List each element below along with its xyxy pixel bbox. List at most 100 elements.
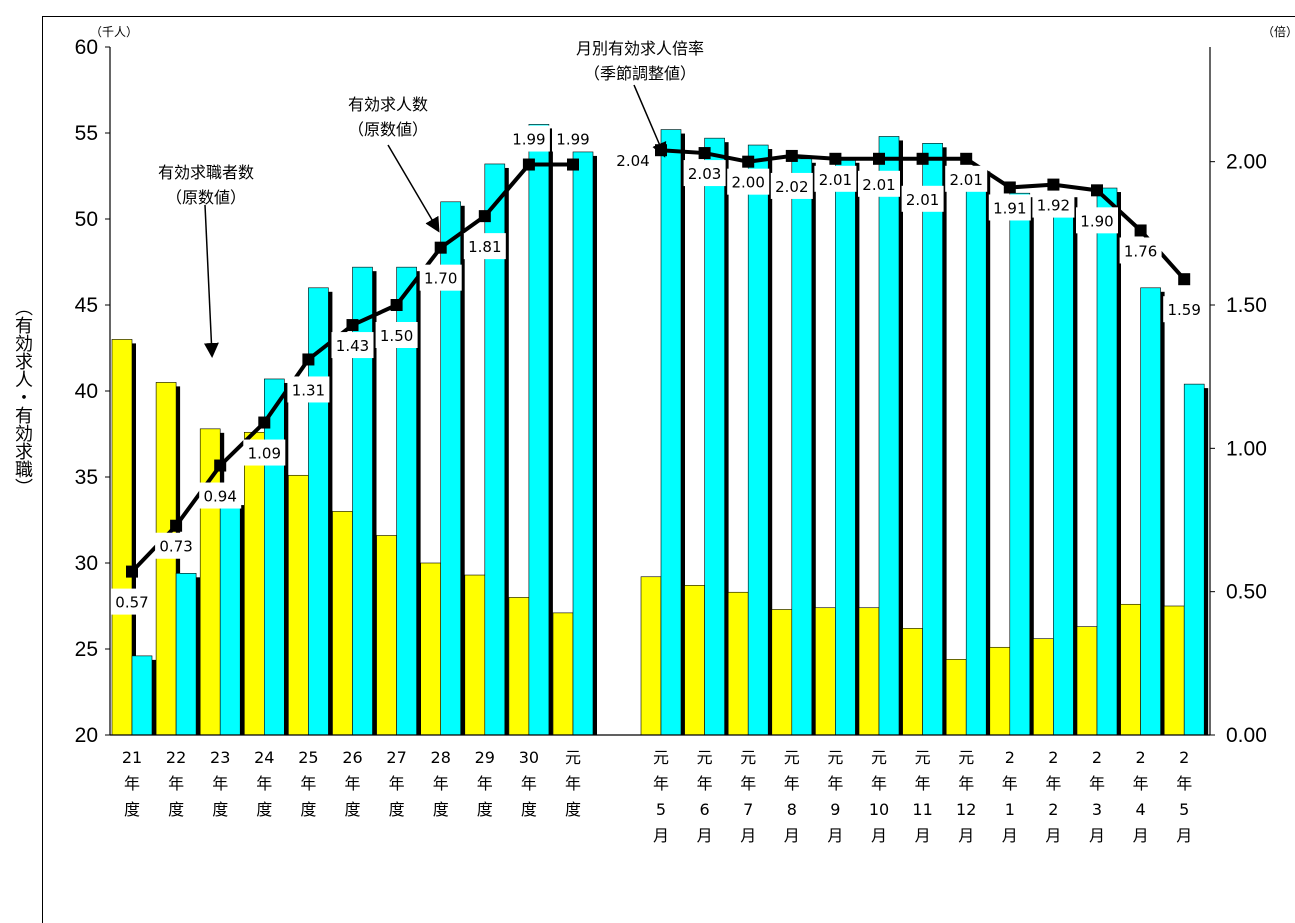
seeker-bar (858, 607, 880, 736)
ratio-label-box (1076, 207, 1118, 234)
x-tick-label: 29 (475, 748, 495, 767)
x-tick-label: 月 (871, 826, 887, 845)
x-tick-label: 月 (653, 826, 669, 845)
x-tick-label: 年 (871, 774, 887, 793)
x-tick-label: 月 (915, 826, 931, 845)
ratio-label: 1.50 (380, 327, 413, 345)
x-tick-label: 9 (830, 800, 840, 819)
ratio-label-box (111, 588, 153, 615)
x-tick-label: 11 (912, 800, 932, 819)
annotation-label: 月別有効求人倍率 (576, 39, 704, 58)
x-tick-label: 元 (784, 748, 800, 767)
y-tick-label: 20 (75, 724, 98, 747)
x-tick-label: 度 (433, 800, 449, 819)
x-tick-label: 23 (210, 748, 230, 767)
y2-tick-label: 0.50 (1226, 581, 1267, 604)
ratio-label-box (988, 194, 1031, 221)
y-tick-label: 50 (75, 208, 98, 231)
y2-tick-label: 0.00 (1226, 724, 1267, 747)
x-tick-label: 2 (1048, 748, 1058, 767)
ratio-marker (258, 416, 271, 429)
ratio-label: 0.94 (203, 488, 236, 506)
ratio-label-box (945, 165, 988, 192)
ratio-label-box (331, 332, 374, 359)
ratio-marker (126, 565, 138, 578)
offer-bar (131, 655, 153, 736)
seeker-bar (376, 535, 397, 736)
ratio-marker (1134, 224, 1147, 237)
seeker-bar (640, 576, 662, 736)
ratio-label-box (507, 125, 550, 152)
annotation-label: （原数値） (166, 188, 246, 207)
seeker-bar (1163, 605, 1185, 736)
offer-bar (1183, 383, 1205, 736)
ratio-label: 1.99 (512, 131, 545, 149)
bars-layer (111, 124, 1209, 736)
ratio-label: 1.70 (424, 270, 457, 288)
seeker-bar (552, 612, 574, 736)
x-tick-label: 月 (740, 826, 756, 845)
x-tick-label: 年 (697, 774, 713, 793)
ratio-label-box (375, 322, 418, 348)
offer-bar (1009, 192, 1031, 736)
offer-bar (1053, 192, 1074, 736)
x-tick-label: 2 (1005, 748, 1015, 767)
x-tick-label: 度 (521, 800, 537, 819)
ratio-label-box (243, 439, 286, 466)
y-tick-label: 60 (75, 36, 98, 59)
x-tick-label: 年 (389, 774, 405, 793)
seeker-bar (989, 646, 1011, 736)
ratio-label: 0.57 (115, 594, 148, 612)
chart-frame (42, 16, 1295, 923)
seeker-bar (420, 562, 442, 736)
offer-bar (922, 143, 943, 736)
x-tick-label: 年 (300, 774, 316, 793)
x-tick-label: 度 (565, 800, 581, 819)
seeker-bar (1033, 638, 1054, 736)
seeker-bar (815, 607, 836, 736)
offer-bar (528, 124, 550, 736)
offer-bar (965, 167, 987, 736)
x-tick-label: 年 (915, 774, 931, 793)
seeker-bar (199, 428, 221, 736)
x-tick-label: 27 (386, 748, 406, 767)
x-tick-label: 年 (653, 774, 669, 793)
ratio-label: 2.02 (775, 178, 808, 196)
annotation-label: （季節調整値） (584, 64, 696, 83)
ratio-label-box (1163, 296, 1206, 323)
ratio-label: 1.91 (993, 199, 1026, 217)
x-tick-label: 22 (166, 748, 186, 767)
ratio-label-box (727, 168, 770, 195)
ratio-label-box (770, 172, 813, 199)
y2-tick-label: 1.50 (1226, 294, 1267, 317)
ratio-label: 1.76 (1124, 242, 1157, 260)
axes-layer: 2025303540455055600.000.501.001.502.00（千… (75, 24, 1295, 845)
x-tick-label: 3 (1092, 800, 1102, 819)
seeker-bar (1076, 626, 1098, 736)
annotation-arrow (633, 84, 667, 158)
x-tick-label: 元 (871, 748, 887, 767)
x-tick-label: 年 (1045, 774, 1061, 793)
y2-tick-label: 1.00 (1226, 437, 1267, 460)
x-tick-label: 2 (1136, 748, 1146, 767)
ratio-label-box (463, 233, 506, 260)
offer-bar (747, 144, 769, 736)
ratio-marker (434, 241, 447, 254)
x-tick-label: 度 (168, 800, 184, 819)
ratio-label-box (552, 125, 594, 152)
seeker-bar (727, 591, 749, 736)
x-tick-label: 26 (342, 748, 362, 767)
x-tick-label: 12 (956, 800, 976, 819)
annotation-arrow (203, 204, 219, 358)
x-tick-label: 2 (1048, 800, 1058, 819)
annotations-layer: 有効求職者数 （原数値） 有効求人数 （原数値） 月別有効求人倍率 （季節調整値） (158, 39, 704, 358)
ratio-label: 2.01 (949, 171, 982, 189)
x-tick-label: 月 (1133, 826, 1149, 845)
ratio-marker (567, 158, 579, 171)
x-tick-label: 6 (700, 800, 710, 819)
x-tick-label: 年 (212, 774, 228, 793)
ratio-label: 1.31 (292, 381, 325, 399)
x-tick-label: 1 (1005, 800, 1015, 819)
ratio-label: 1.90 (1080, 212, 1113, 230)
x-tick-label: 元 (958, 748, 974, 767)
